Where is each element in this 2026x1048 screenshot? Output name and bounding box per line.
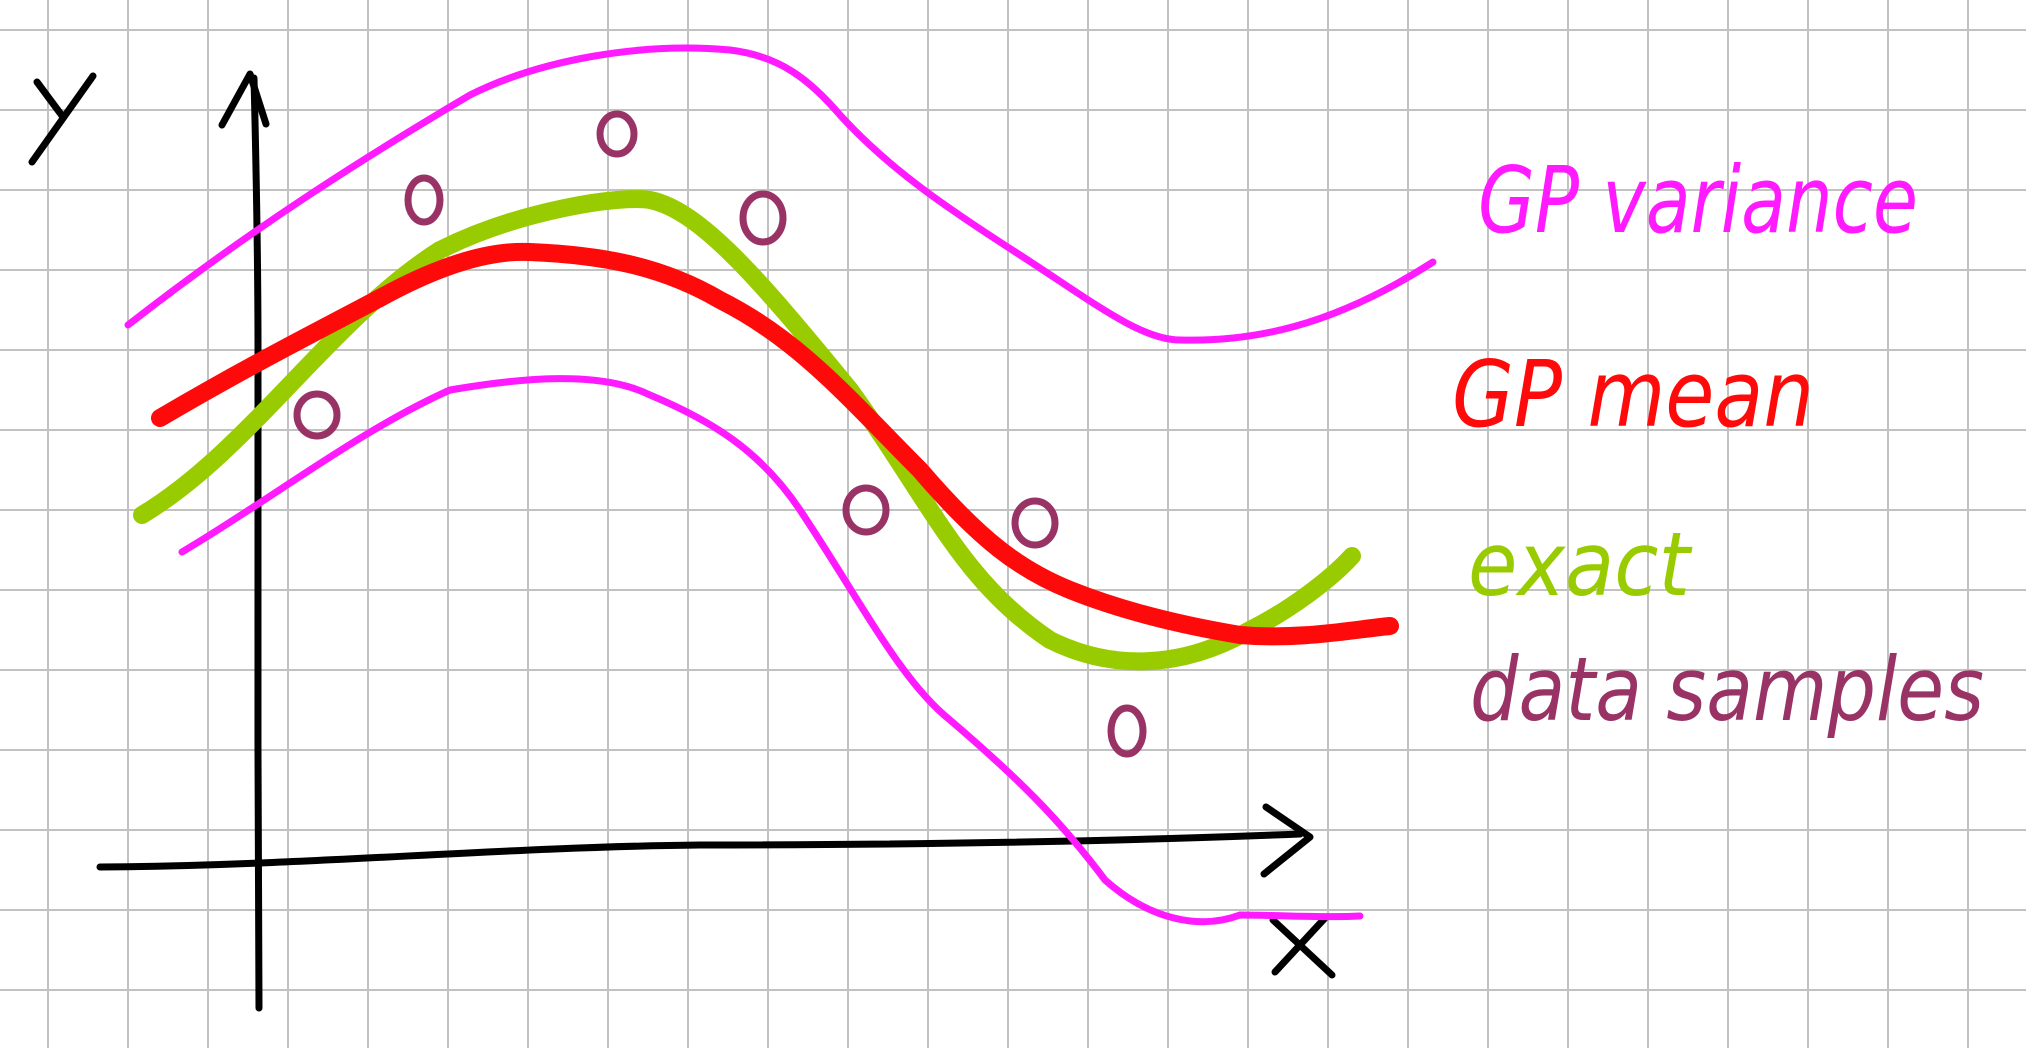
data-sample-marker	[404, 174, 444, 226]
data-sample-marker	[596, 110, 638, 158]
data-samples	[293, 110, 1147, 758]
legend-data-samples: data samples	[1470, 638, 1984, 741]
gp-variance-curves	[124, 44, 1437, 926]
gp-mean-curve	[151, 242, 1399, 646]
legend-gp-mean: GP mean	[1452, 341, 1814, 448]
x-axis-arrowhead	[1260, 803, 1314, 878]
data-sample-marker	[293, 390, 341, 440]
y-axis-arrowhead	[218, 70, 270, 129]
data-sample-marker	[842, 484, 890, 536]
x-axis-line	[96, 830, 1304, 871]
variance-lower-bound	[178, 375, 1364, 926]
legend-gp-variance: GP variance	[1478, 147, 1918, 254]
variance-upper-bound	[124, 44, 1437, 344]
data-sample-marker	[1107, 704, 1147, 758]
y-axis-line	[250, 74, 263, 1012]
y-label-glyph	[28, 72, 97, 166]
legend-exact: exact	[1468, 513, 1693, 616]
legend: GP variance GP mean exact data samples	[1452, 147, 1984, 741]
data-sample-marker	[739, 190, 787, 246]
data-sample-marker	[1011, 497, 1059, 549]
x-label-glyph	[1269, 914, 1336, 979]
